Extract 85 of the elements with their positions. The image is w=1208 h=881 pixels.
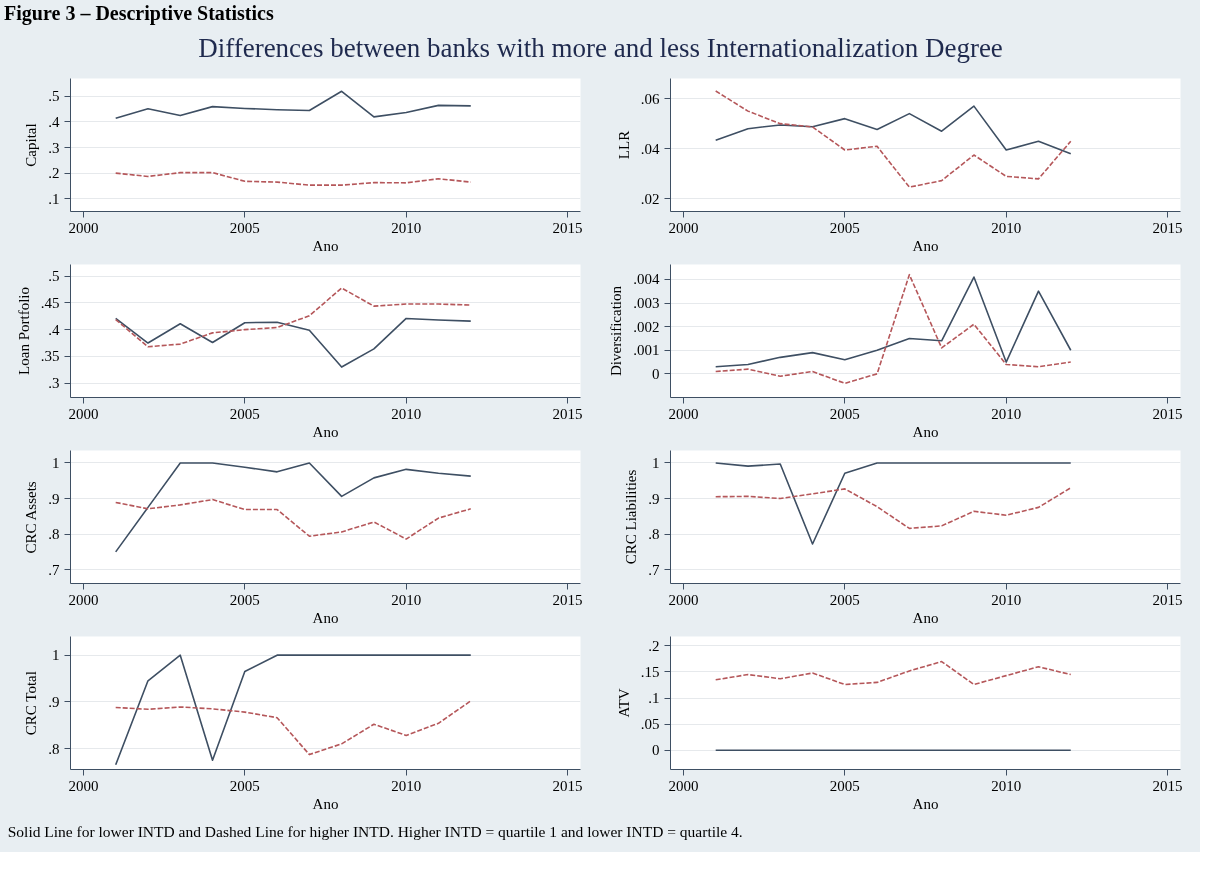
y-axis-title: LLR xyxy=(615,130,632,160)
x-tick-label: 2015 xyxy=(552,405,583,422)
x-tick-label: 2015 xyxy=(552,777,583,794)
y-tick-label: .5 xyxy=(48,88,60,105)
x-tick-label: 2000 xyxy=(68,405,99,422)
x-tick-label: 2015 xyxy=(552,591,583,608)
y-tick-label: .9 xyxy=(48,490,60,507)
text: Differences between banks with more and less Internationalization Degree xyxy=(198,33,1003,64)
y-axis-title: CRC Total xyxy=(23,671,40,736)
y-tick-label: .4 xyxy=(48,113,60,130)
y-axis-title: CRC Assets xyxy=(23,481,40,554)
y-tick-label: .1 xyxy=(48,190,60,207)
x-tick-label: 2005 xyxy=(829,591,860,608)
y-tick-label: .35 xyxy=(40,348,60,365)
y-tick-label: .2 xyxy=(48,165,60,182)
y-tick-label: .15 xyxy=(640,663,660,680)
y-tick-label: .02 xyxy=(640,190,660,207)
text: Solid Line for lower INTD and Dashed Line for higher INTD. Higher INTD = quartile 1 and lower INTD = quartile 4. xyxy=(7,823,743,841)
x-tick-label: 2005 xyxy=(229,777,260,794)
x-tick-label: 2010 xyxy=(991,591,1022,608)
x-tick-label: 2000 xyxy=(668,591,699,608)
x-tick-label: 2010 xyxy=(991,219,1022,236)
x-tick-label: 2005 xyxy=(229,405,260,422)
y-tick-label: 1 xyxy=(52,454,60,471)
y-tick-label: 1 xyxy=(652,454,660,471)
y-tick-label: .4 xyxy=(48,321,60,338)
x-tick-label: 2000 xyxy=(668,405,699,422)
y-tick-label: .8 xyxy=(48,740,60,757)
x-tick-label: 2000 xyxy=(68,219,99,236)
y-tick-label: .8 xyxy=(648,526,660,543)
y-axis-title: CRC Liabilities xyxy=(623,469,640,565)
x-tick-label: 2005 xyxy=(229,219,260,236)
y-tick-label: .3 xyxy=(48,375,60,392)
x-axis-title: Ano xyxy=(912,609,939,626)
y-tick-label: .8 xyxy=(48,526,60,543)
x-tick-label: 2015 xyxy=(1152,219,1183,236)
y-tick-label: .05 xyxy=(640,716,660,733)
y-tick-label: .7 xyxy=(48,561,60,578)
x-tick-label: 2000 xyxy=(668,219,699,236)
x-tick-label: 2015 xyxy=(1152,777,1183,794)
y-axis-title: ATV xyxy=(615,688,632,718)
y-tick-label: .9 xyxy=(48,693,60,710)
x-tick-label: 2010 xyxy=(391,405,422,422)
y-tick-label: .3 xyxy=(48,139,60,156)
x-axis-title: Ano xyxy=(312,423,339,440)
y-tick-label: .5 xyxy=(48,268,60,285)
y-tick-label: .001 xyxy=(633,342,660,359)
y-tick-label: .9 xyxy=(648,490,660,507)
y-tick-label: .45 xyxy=(40,294,60,311)
x-tick-label: 2015 xyxy=(1152,405,1183,422)
x-tick-label: 2005 xyxy=(829,405,860,422)
y-axis-title: Capital xyxy=(23,123,40,167)
y-tick-label: 1 xyxy=(52,647,60,664)
y-tick-label: 0 xyxy=(652,365,660,382)
x-axis-title: Ano xyxy=(312,795,339,812)
x-tick-label: 2015 xyxy=(1152,591,1183,608)
y-tick-label: .002 xyxy=(633,318,660,335)
x-axis-title: Ano xyxy=(912,237,939,254)
y-tick-label: .004 xyxy=(633,271,660,288)
text: Figure 3 – Descriptive Statistics xyxy=(4,1,274,25)
x-tick-label: 2000 xyxy=(68,777,99,794)
y-tick-label: .04 xyxy=(640,140,660,157)
x-tick-label: 2000 xyxy=(668,777,699,794)
y-tick-label: .06 xyxy=(640,90,660,107)
x-tick-label: 2005 xyxy=(829,219,860,236)
y-tick-label: .7 xyxy=(648,561,660,578)
y-tick-label: .003 xyxy=(633,295,660,312)
x-tick-label: 2010 xyxy=(391,591,422,608)
x-tick-label: 2005 xyxy=(829,777,860,794)
x-axis-title: Ano xyxy=(312,609,339,626)
x-tick-label: 2010 xyxy=(991,777,1022,794)
y-tick-label: .2 xyxy=(648,637,660,654)
x-axis-title: Ano xyxy=(912,423,939,440)
y-axis-title: Loan Portfolio xyxy=(15,287,32,375)
x-tick-label: 2005 xyxy=(229,591,260,608)
x-tick-label: 2010 xyxy=(391,219,422,236)
x-axis-title: Ano xyxy=(912,795,939,812)
y-axis-title: Diversification xyxy=(608,285,625,376)
x-tick-label: 2000 xyxy=(68,591,99,608)
x-axis-title: Ano xyxy=(312,237,339,254)
x-tick-label: 2010 xyxy=(391,777,422,794)
y-tick-label: .1 xyxy=(648,690,660,707)
x-tick-label: 2010 xyxy=(991,405,1022,422)
x-tick-label: 2015 xyxy=(552,219,583,236)
y-tick-label: 0 xyxy=(652,742,660,759)
